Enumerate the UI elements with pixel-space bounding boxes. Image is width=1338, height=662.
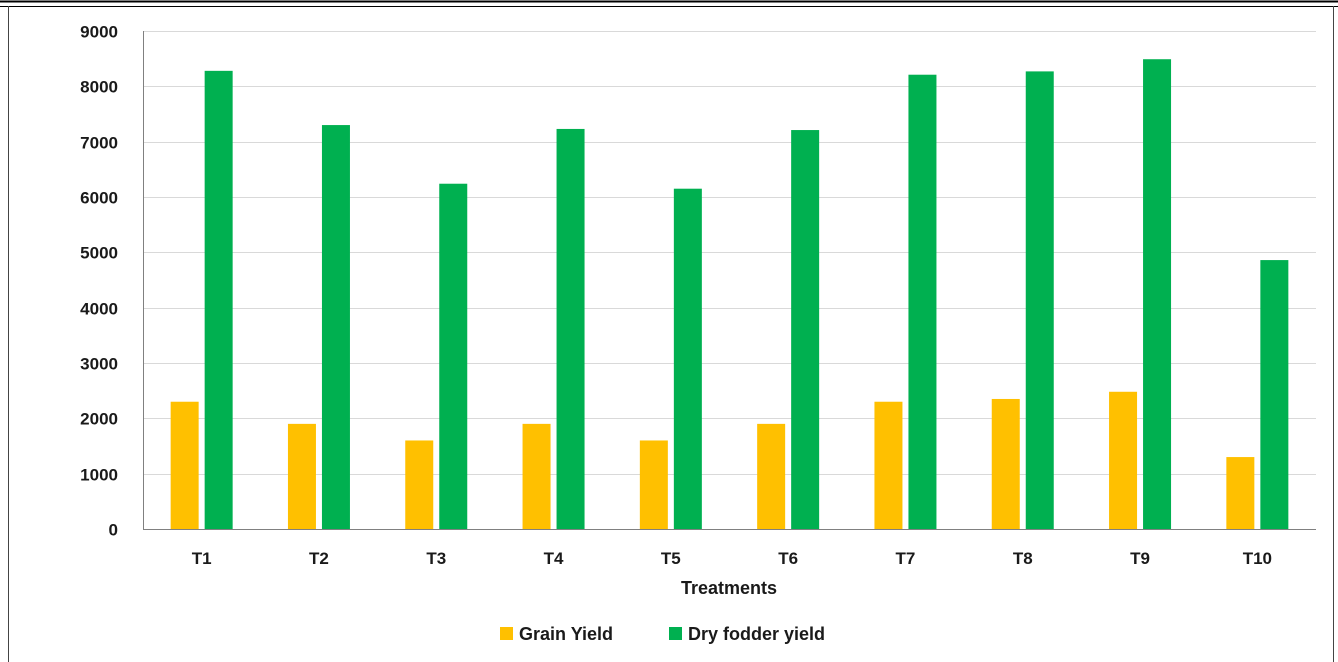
x-tick-label: T10 (1243, 549, 1272, 568)
bar-dry-fodder-yield-t5 (673, 188, 702, 529)
bar-grain-yield-t7 (874, 401, 903, 529)
gridlines (143, 31, 1316, 475)
bar-grain-yield-t10 (1226, 457, 1255, 529)
legend-swatch (669, 627, 682, 640)
bar-dry-fodder-yield-t2 (321, 125, 350, 530)
x-tick-label: T9 (1130, 549, 1150, 568)
bar-grain-yield-t4 (522, 423, 551, 529)
bar-grain-yield-t5 (639, 440, 668, 529)
y-tick-label: 6000 (80, 189, 118, 208)
y-tick-label: 4000 (80, 300, 118, 319)
bar-dry-fodder-yield-t9 (1143, 59, 1172, 529)
x-tick-label: T6 (778, 549, 798, 568)
bar-dry-fodder-yield-t10 (1260, 260, 1289, 529)
y-tick-label: 0 (109, 521, 118, 540)
x-tick-label: T5 (661, 549, 681, 568)
bar-grain-yield-t3 (405, 440, 434, 529)
y-axis: 0 1000 2000 3000 4000 5000 6000 7000 8000 9000 (80, 23, 144, 540)
y-tick-label: 8000 (80, 78, 118, 97)
legend-swatch (500, 627, 513, 640)
legend-label: Dry fodder yield (688, 624, 825, 644)
legend-label: Grain Yield (519, 624, 613, 644)
legend: Grain Yield Dry fodder yield (500, 624, 825, 644)
x-tick-label: T1 (192, 549, 212, 568)
bar-dry-fodder-yield-t7 (908, 74, 937, 530)
y-tick-label: 9000 (80, 23, 118, 42)
x-tick-label: T4 (544, 549, 564, 568)
bars (170, 59, 1289, 530)
bar-dry-fodder-yield-t1 (204, 70, 233, 529)
x-axis-title: Treatments (681, 578, 777, 598)
y-tick-label: 7000 (80, 134, 118, 153)
bar-grain-yield-t1 (170, 401, 199, 529)
y-tick-label: 1000 (80, 466, 118, 485)
x-tick-label: T8 (1013, 549, 1033, 568)
x-tick-label: T7 (896, 549, 916, 568)
bar-grain-yield-t2 (287, 423, 316, 529)
x-tick-label: T2 (309, 549, 329, 568)
bar-dry-fodder-yield-t6 (791, 130, 820, 529)
y-tick-label: 2000 (80, 410, 118, 429)
x-axis: T1 T2 T3 T4 T5 T6 T7 T8 T9 T10 (143, 529, 1316, 568)
bar-grain-yield-t6 (757, 423, 786, 529)
y-tick-label: 5000 (80, 244, 118, 263)
bar-dry-fodder-yield-t3 (439, 183, 468, 529)
bar-dry-fodder-yield-t8 (1025, 71, 1054, 529)
x-tick-label: T3 (426, 549, 446, 568)
y-tick-label: 3000 (80, 355, 118, 374)
bar-dry-fodder-yield-t4 (556, 128, 585, 529)
bar-grain-yield-t8 (991, 398, 1020, 529)
bar-grain-yield-t9 (1109, 391, 1138, 529)
